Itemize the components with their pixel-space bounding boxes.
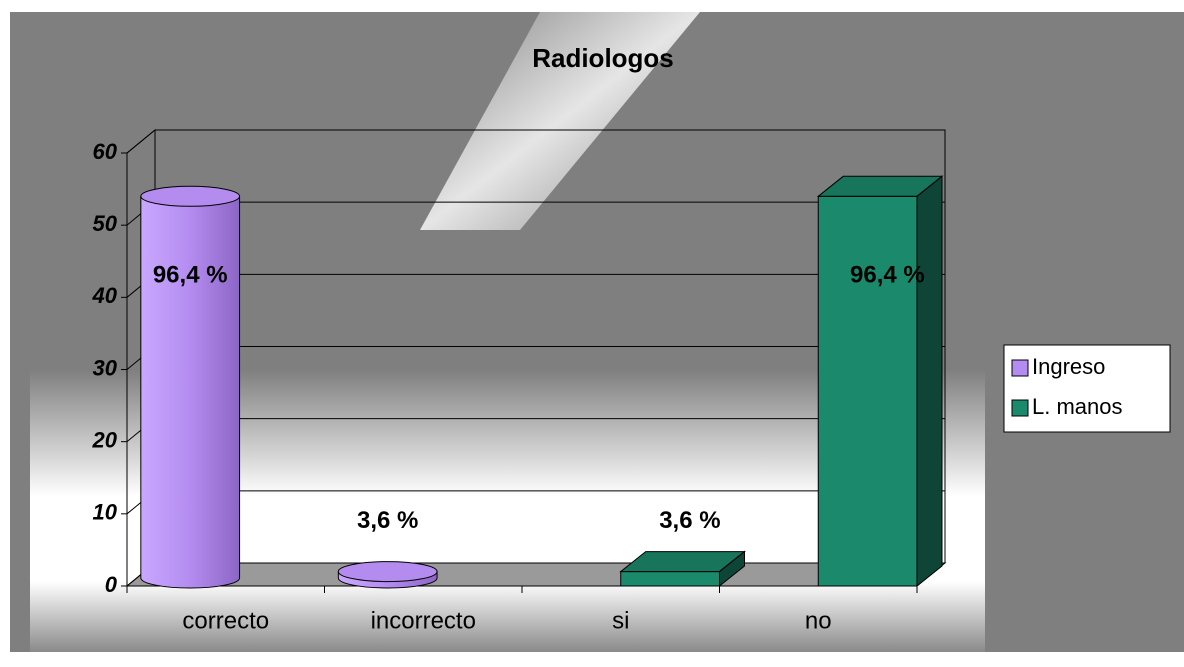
x-tick-label: correcto [182, 607, 269, 634]
x-tick-label: si [612, 607, 629, 634]
plot-area: 0 10 20 30 40 50 60 correcto incorrecto si no 96,4 … [92, 128, 947, 634]
y-tick-label: 30 [93, 355, 118, 380]
legend: Ingreso L. manos [1003, 344, 1171, 433]
bar-front [620, 571, 720, 587]
grid-line [126, 129, 156, 154]
value-label: 3,6 % [357, 507, 418, 534]
chart-title: Radiologos [532, 43, 674, 73]
y-tick-label: 60 [93, 139, 118, 164]
bar [140, 185, 241, 589]
bar-top [140, 185, 241, 207]
value-label: 96,4 % [153, 262, 228, 289]
x-tick-label: incorrecto [371, 607, 476, 634]
bar [816, 175, 944, 588]
legend-swatch [1011, 359, 1029, 377]
legend-swatch [1011, 399, 1029, 417]
legend-label: Ingreso [1032, 354, 1105, 379]
bar-side [719, 550, 745, 588]
legend-label: L. manos [1032, 394, 1123, 419]
bar-body [140, 195, 241, 589]
bar [337, 561, 438, 589]
bar-side [916, 175, 943, 588]
bg-streak [420, 12, 700, 230]
y-tick-label: 50 [93, 211, 118, 236]
bar-front [817, 195, 918, 587]
legend-box [1003, 344, 1171, 433]
y-tick-label: 0 [105, 572, 118, 597]
value-label: 96,4 % [850, 262, 925, 289]
y-tick-label: 10 [93, 500, 118, 525]
bar-top [337, 561, 438, 583]
x-tick-label: no [805, 607, 832, 634]
y-tick-label: 40 [92, 283, 118, 308]
bar [619, 550, 746, 588]
y-tick-label: 20 [92, 427, 118, 452]
value-label: 3,6 % [659, 507, 720, 534]
